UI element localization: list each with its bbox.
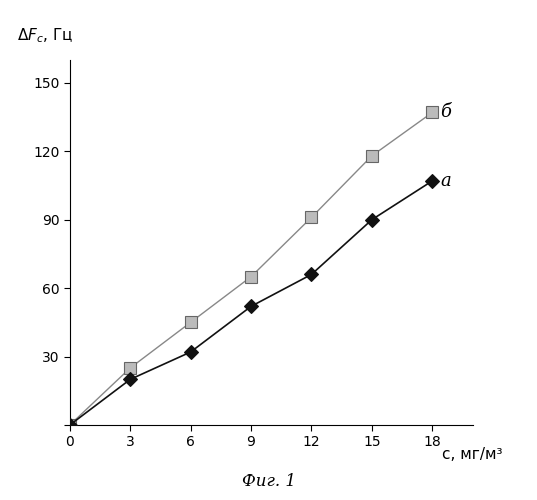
Text: $\Delta F_c$, Гц: $\Delta F_c$, Гц: [17, 26, 74, 46]
Text: а: а: [440, 172, 451, 190]
Text: Фиг. 1: Фиг. 1: [242, 473, 295, 490]
X-axis label: с, мг/м³: с, мг/м³: [442, 447, 503, 462]
Text: б: б: [440, 104, 451, 122]
